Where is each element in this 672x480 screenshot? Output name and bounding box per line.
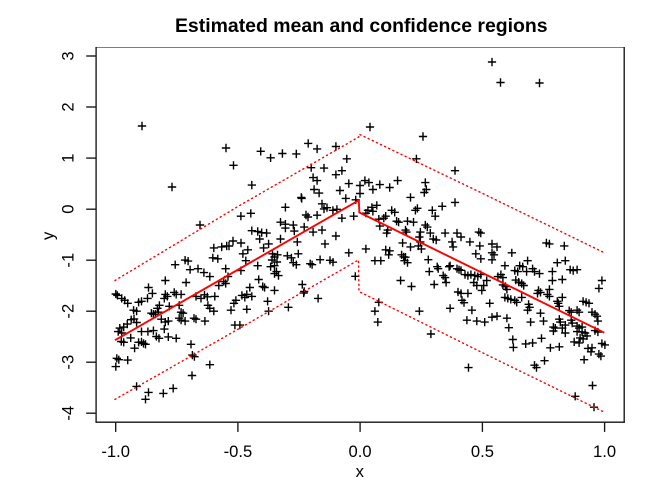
svg-text:x: x [356,462,365,480]
svg-text:1.0: 1.0 [593,442,616,461]
svg-text:3: 3 [58,51,77,60]
svg-text:-1.0: -1.0 [101,442,130,461]
svg-text:0.5: 0.5 [471,442,494,461]
svg-text:0.0: 0.0 [349,442,372,461]
svg-text:2: 2 [58,102,77,111]
svg-text:-0.5: -0.5 [224,442,253,461]
svg-text:-2: -2 [58,304,77,319]
svg-text:-3: -3 [58,355,77,370]
svg-text:0: 0 [58,205,77,214]
svg-text:y: y [39,231,58,240]
svg-text:1: 1 [58,153,77,162]
svg-text:Estimated mean and confidence: Estimated mean and confidence regions [175,15,548,37]
svg-text:-4: -4 [58,406,77,421]
svg-text:-1: -1 [58,253,77,268]
